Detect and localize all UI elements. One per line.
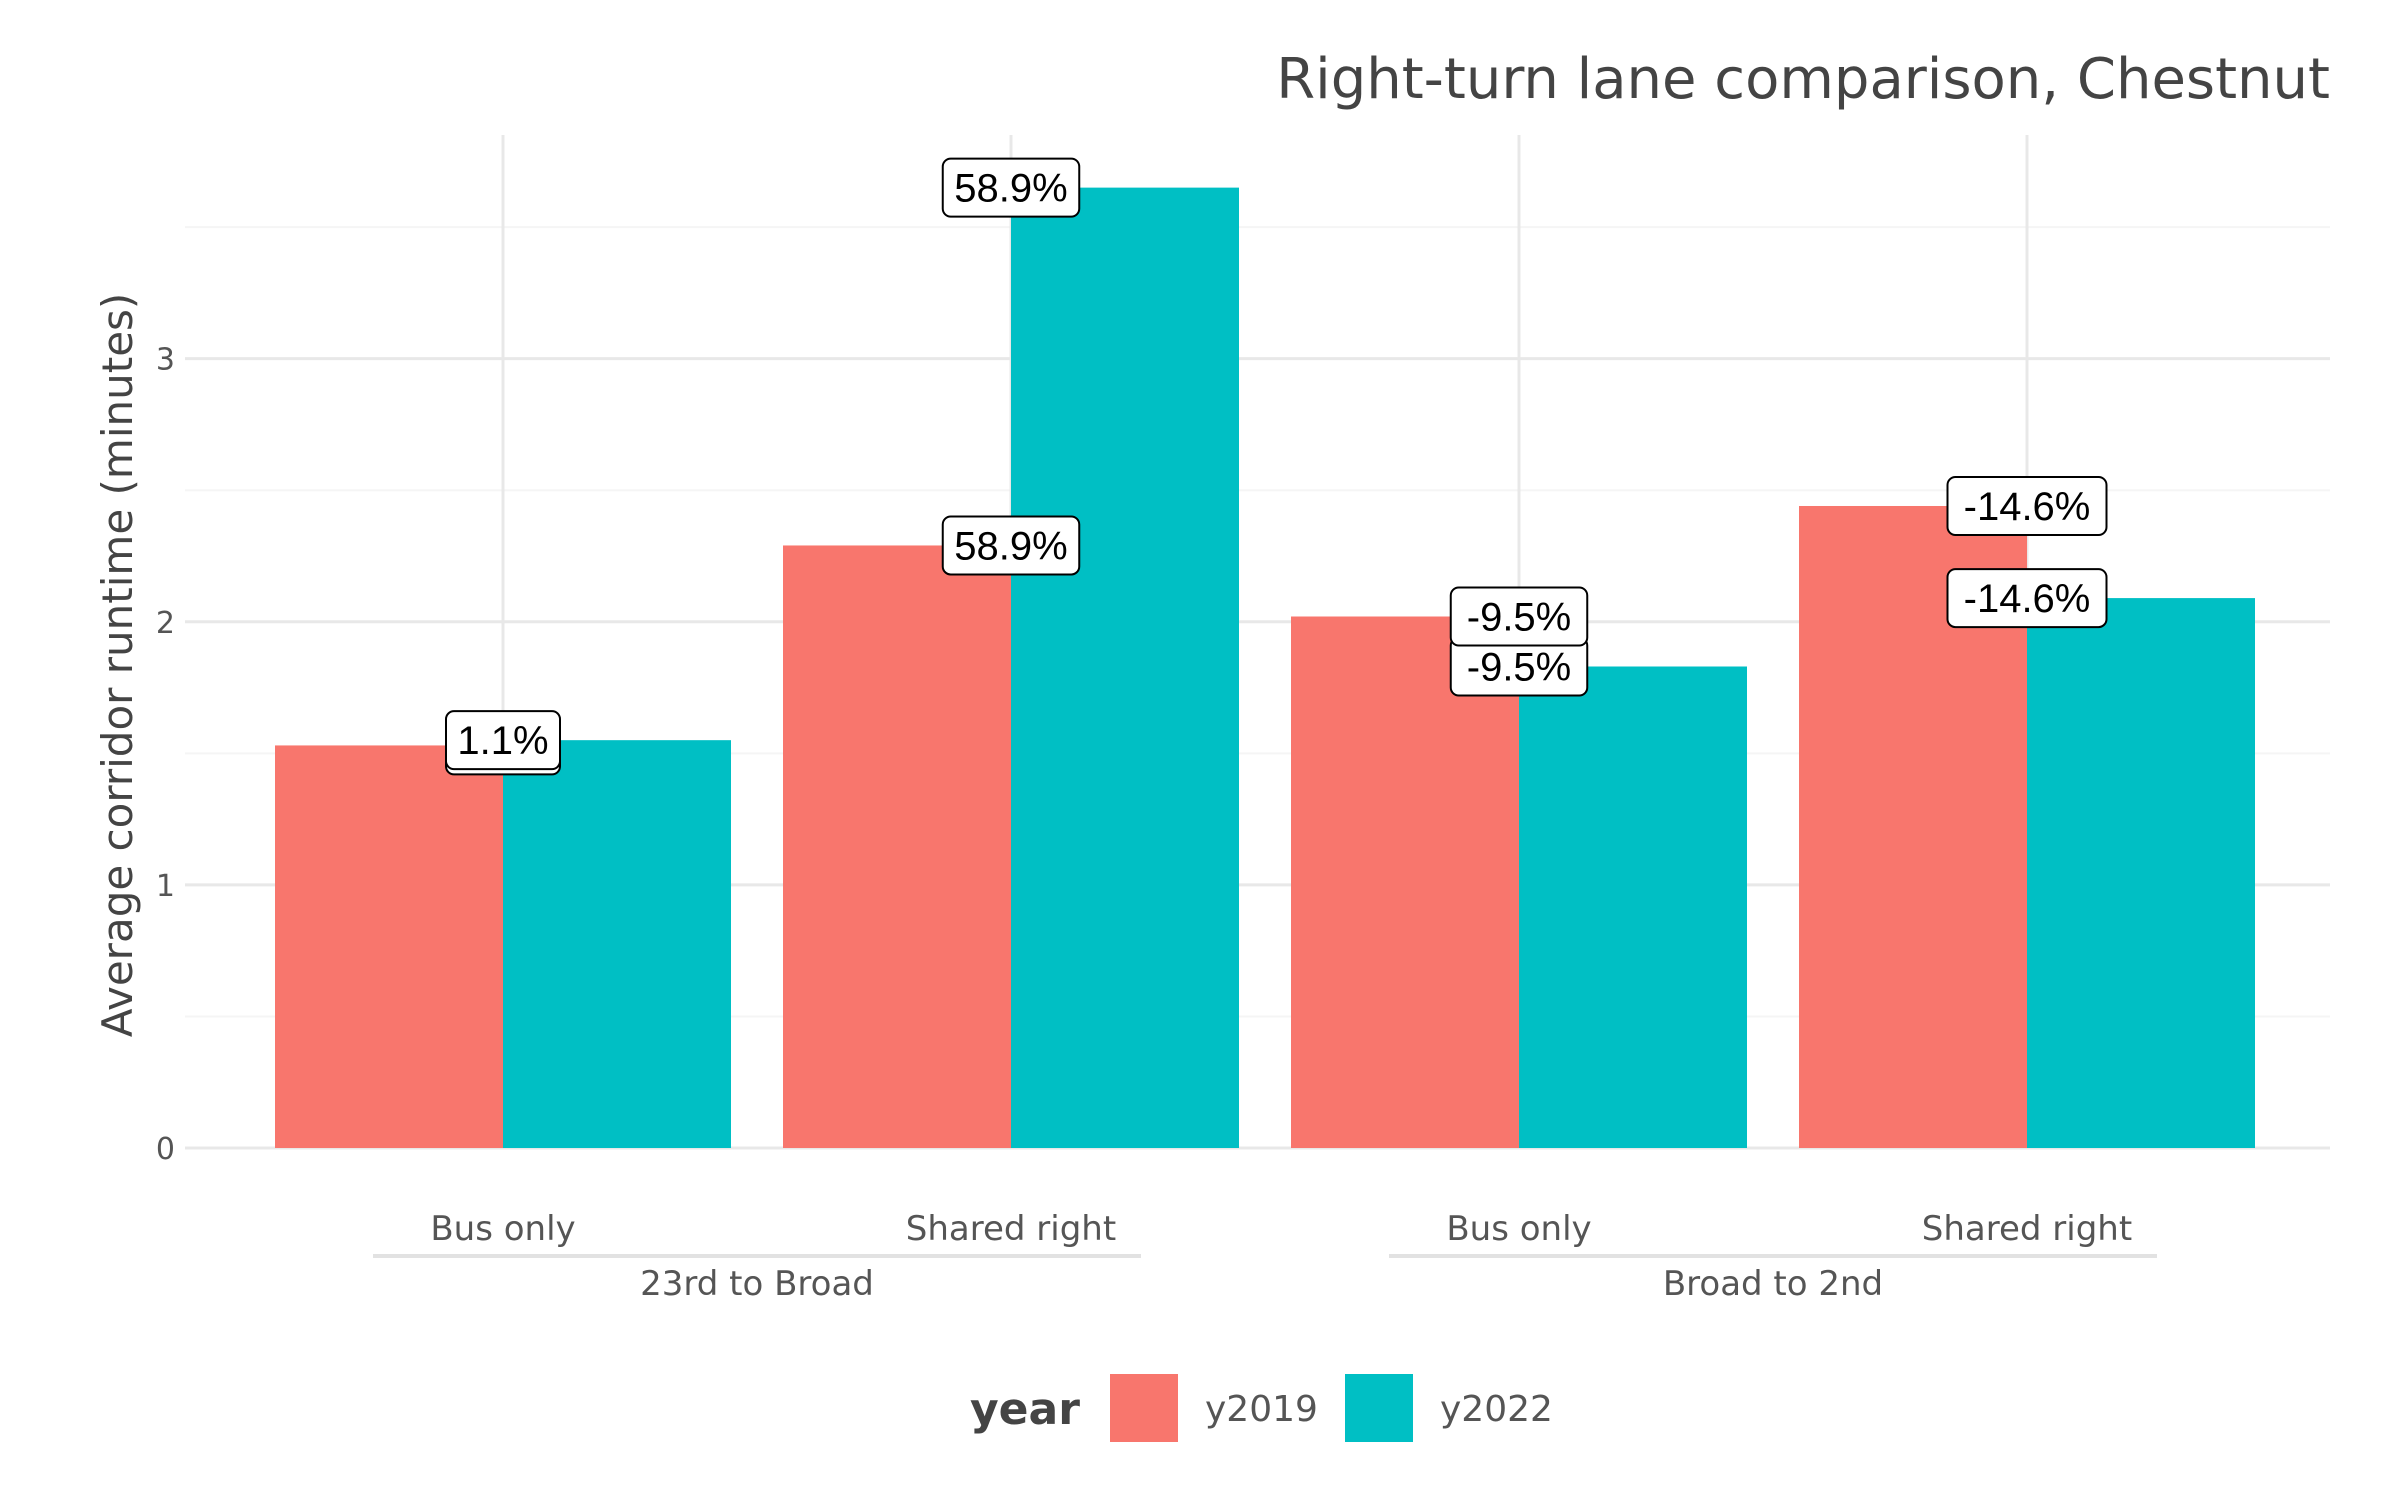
data-label-text: -9.5% xyxy=(1467,596,1572,640)
y-tick-label: 1 xyxy=(156,869,175,904)
data-labels: 1.1%1.1%-9.5%-9.5%-14.6%58.9%-14.6%58.9% xyxy=(445,157,2108,776)
data-label-box xyxy=(941,157,1081,218)
group-label: 23rd to Broad xyxy=(640,1264,874,1304)
data-label-text: -14.6% xyxy=(1964,485,2091,529)
x-tick-label: Shared right xyxy=(906,1209,1116,1249)
data-label: 58.9% xyxy=(941,515,1081,576)
bar-y2022-0 xyxy=(503,740,731,1148)
y-tick-label: 3 xyxy=(156,343,175,378)
axes: 0 1 2 3 Bus only Shared right Bus only Shared r… xyxy=(156,343,2157,1304)
data-label-text: -14.6% xyxy=(1964,577,2091,621)
data-label-box xyxy=(1449,586,1589,647)
data-label: 1.1% xyxy=(445,710,561,771)
bar-y2022-3 xyxy=(2027,598,2255,1148)
y-axis-label: Average corridor runtime (minutes) xyxy=(93,293,142,1038)
legend-label: y2022 xyxy=(1440,1389,1553,1430)
data-label-text: 58.9% xyxy=(954,524,1067,568)
bar-y2022-1 xyxy=(1011,187,1239,1148)
group-label: Broad to 2nd xyxy=(1663,1264,1883,1304)
x-tick-label: Bus only xyxy=(430,1209,575,1249)
bar-y2022-2 xyxy=(1519,666,1747,1148)
data-label-box xyxy=(1946,475,2108,536)
legend-key-y2019 xyxy=(1110,1374,1178,1442)
data-label: 58.9% xyxy=(941,157,1081,218)
legend-key-y2022 xyxy=(1345,1374,1413,1442)
data-label-text: -9.5% xyxy=(1467,645,1572,689)
data-label: -9.5% xyxy=(1449,586,1589,647)
data-label: -14.6% xyxy=(1946,568,2108,629)
data-label: -9.5% xyxy=(1449,636,1589,697)
legend-title: year xyxy=(970,1384,1080,1435)
data-label-box xyxy=(445,710,561,771)
data-label-box xyxy=(941,515,1081,576)
chart-title: Right-turn lane comparison, Chestnut xyxy=(1276,47,2330,112)
data-label: -14.6% xyxy=(1946,475,2108,536)
bar-y2019-2 xyxy=(1291,616,1519,1148)
bars xyxy=(275,187,2255,1148)
x-tick-label: Shared right xyxy=(1922,1209,2132,1249)
data-label-text: 1.1% xyxy=(457,719,548,763)
data-label-text: 58.9% xyxy=(954,167,1067,211)
bar-y2019-0 xyxy=(275,745,503,1148)
bar-y2019-1 xyxy=(783,545,1011,1148)
legend: year y2019 y2022 xyxy=(970,1374,1553,1442)
x-tick-label: Bus only xyxy=(1446,1209,1591,1249)
y-tick-label: 2 xyxy=(156,606,175,641)
legend-label: y2019 xyxy=(1205,1389,1318,1430)
data-label-box xyxy=(1946,568,2108,629)
y-tick-label: 0 xyxy=(156,1132,175,1167)
